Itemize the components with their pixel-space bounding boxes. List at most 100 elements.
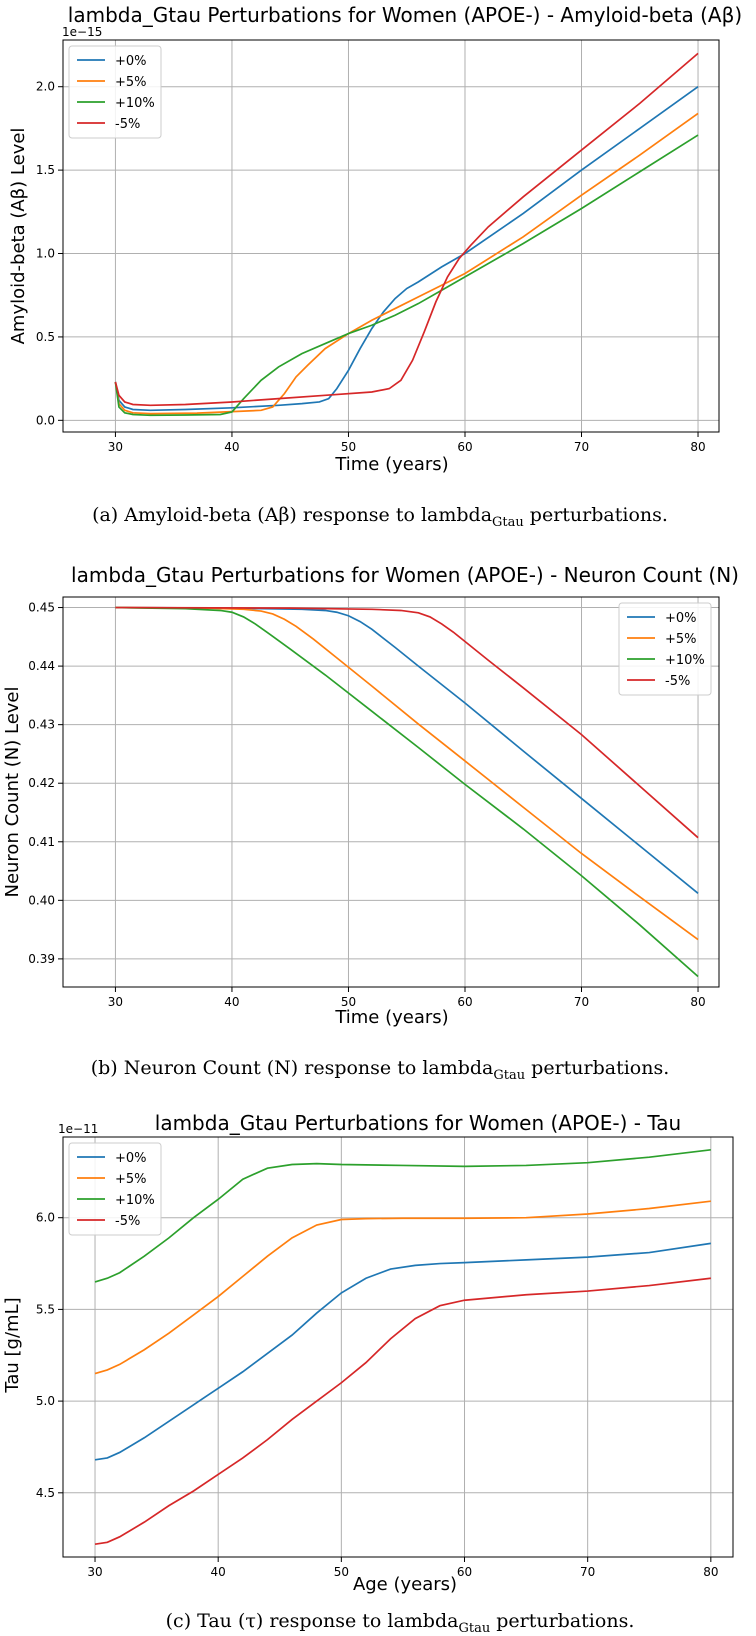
x-axis-label-neuron: Time (years) <box>334 1007 448 1028</box>
caption-tau: (c) Tau (τ) response to lambdaGtau pertu… <box>166 1610 635 1636</box>
y-tick-label: 0.40 <box>28 893 55 907</box>
chart-title-tau: lambda_Gtau Perturbations for Women (APO… <box>155 1111 681 1135</box>
y-axis-label-neuron: Neuron Count (N) Level <box>2 686 23 897</box>
series-line-neuron-minus5 <box>115 606 699 839</box>
x-tick-label: 50 <box>334 1565 349 1579</box>
legend-label-plus10: +10% <box>115 96 155 111</box>
series-line-neuron-plus0 <box>115 606 699 894</box>
x-tick-label: 30 <box>108 995 123 1009</box>
offset-label-tau: 1e−11 <box>58 1122 98 1136</box>
x-axis-label-amyloid: Time (years) <box>334 454 448 475</box>
ticks-tau: 30 40 50 60 70 80 4.5 5.0 5.5 6.0 <box>36 1211 719 1579</box>
legend-label-minus5: -5% <box>115 117 140 132</box>
y-tick-label: 1.5 <box>36 163 55 177</box>
caption-amyloid: (a) Amyloid-beta (Aβ) response to lambda… <box>92 504 668 530</box>
x-tick-label: 30 <box>108 440 123 454</box>
y-tick-label: 1.0 <box>36 247 55 261</box>
legend-label-minus5: -5% <box>665 674 690 689</box>
caption-amyloid-subscript: Gtau <box>492 515 524 530</box>
caption-tau-suffix: perturbations. <box>490 1610 634 1632</box>
y-tick-label: 0.44 <box>28 659 55 673</box>
x-tick-label: 40 <box>224 440 239 454</box>
x-tick-label: 70 <box>574 440 589 454</box>
offset-label-amyloid: 1e−15 <box>62 25 102 39</box>
lines-tau <box>94 1148 711 1546</box>
legend-label-plus5: +5% <box>115 75 147 90</box>
chart-title-neuron: lambda_Gtau Perturbations for Women (APO… <box>71 563 739 587</box>
legend-neuron: +0% +5% +10% -5% <box>618 602 712 696</box>
chart-title-amyloid: lambda_Gtau Perturbations for Women (APO… <box>68 3 742 27</box>
y-tick-label: 0.41 <box>28 835 55 849</box>
legend-label-plus10: +10% <box>115 1193 155 1208</box>
x-tick-label: 80 <box>703 1565 718 1579</box>
x-tick-label: 70 <box>580 1565 595 1579</box>
legend-label-plus0: +0% <box>115 1151 147 1166</box>
series-line-tau-plus10 <box>94 1148 711 1283</box>
x-tick-label: 80 <box>690 995 705 1009</box>
x-tick-label: 30 <box>87 1565 102 1579</box>
legend-label-minus5: -5% <box>115 1214 140 1229</box>
y-tick-label: 5.0 <box>36 1394 55 1408</box>
y-tick-label: 0.5 <box>36 330 55 344</box>
x-tick-label: 60 <box>457 995 472 1009</box>
panel-tau: lambda_Gtau Perturbations for Women (APO… <box>2 1111 734 1636</box>
lines-neuron <box>115 606 699 978</box>
ticks-amyloid: 30 40 50 60 70 80 0.0 0.5 1.0 1.5 2.0 <box>36 80 706 454</box>
series-line-neuron-plus5 <box>115 606 699 941</box>
legend-box-amyloid <box>68 45 162 139</box>
series-line-neuron-plus10 <box>115 606 699 978</box>
legend-label-plus5: +5% <box>665 632 697 647</box>
caption-neuron-subscript: Gtau <box>493 1068 525 1083</box>
plot-frame-amyloid <box>62 39 720 433</box>
y-tick-label: 0.45 <box>28 601 55 615</box>
caption-amyloid-suffix: perturbations. <box>524 504 668 526</box>
series-line-amyloid-plus0 <box>114 86 699 412</box>
legend-amyloid: +0% +5% +10% -5% <box>68 45 162 139</box>
grid-tau <box>63 1137 733 1557</box>
legend-label-plus0: +0% <box>115 54 147 69</box>
x-tick-label: 40 <box>224 995 239 1009</box>
y-tick-label: 0.0 <box>36 413 55 427</box>
caption-tau-subscript: Gtau <box>458 1621 490 1636</box>
y-tick-label: 0.39 <box>28 952 55 966</box>
legend-label-plus5: +5% <box>115 1172 147 1187</box>
x-tick-label: 50 <box>341 440 356 454</box>
legend-label-plus10: +10% <box>665 653 705 668</box>
series-line-amyloid-plus10 <box>114 134 699 417</box>
y-tick-label: 0.43 <box>28 718 55 732</box>
y-tick-label: 2.0 <box>36 80 55 94</box>
legend-box-tau <box>68 1142 162 1236</box>
grid-amyloid <box>63 40 719 432</box>
plot-frame-tau <box>62 1136 734 1558</box>
panel-neuron-count: lambda_Gtau Perturbations for Women (APO… <box>2 563 739 1083</box>
caption-neuron-suffix: perturbations. <box>525 1057 669 1079</box>
panel-amyloid-beta: lambda_Gtau Perturbations for Women (APO… <box>8 3 742 530</box>
caption-neuron: (b) Neuron Count (N) response to lambdaG… <box>91 1057 670 1083</box>
x-tick-label: 60 <box>457 1565 472 1579</box>
series-line-amyloid-minus5 <box>114 52 699 407</box>
lines-amyloid <box>114 52 699 417</box>
plot-frame-neuron <box>62 596 720 988</box>
ticks-neuron: 30 40 50 60 70 80 0.39 0.40 0.41 0.42 0.43 0.44 0.45 <box>28 601 705 1009</box>
caption-neuron-text: (b) Neuron Count (N) response to lambda <box>91 1057 494 1079</box>
legend-box-neuron <box>618 602 712 696</box>
legend-tau: +0% +5% +10% -5% <box>68 1142 162 1236</box>
x-tick-label: 50 <box>341 995 356 1009</box>
y-tick-label: 4.5 <box>36 1486 55 1500</box>
x-tick-label: 60 <box>457 440 472 454</box>
x-tick-label: 70 <box>574 995 589 1009</box>
series-line-tau-minus5 <box>94 1277 711 1546</box>
x-axis-label-tau: Age (years) <box>353 1574 457 1595</box>
y-tick-label: 0.42 <box>28 776 55 790</box>
x-tick-label: 40 <box>211 1565 226 1579</box>
x-tick-label: 80 <box>690 440 705 454</box>
y-tick-label: 6.0 <box>36 1211 55 1225</box>
series-line-amyloid-plus5 <box>114 112 699 415</box>
y-tick-label: 5.5 <box>36 1302 55 1316</box>
series-line-tau-plus5 <box>94 1200 711 1375</box>
y-axis-label-tau: Tau [g/mL] <box>2 1297 23 1393</box>
y-axis-label-amyloid: Amyloid-beta (Aβ) Level <box>8 128 29 345</box>
caption-tau-text: (c) Tau (τ) response to lambda <box>166 1610 459 1632</box>
series-line-tau-plus0 <box>94 1242 711 1461</box>
